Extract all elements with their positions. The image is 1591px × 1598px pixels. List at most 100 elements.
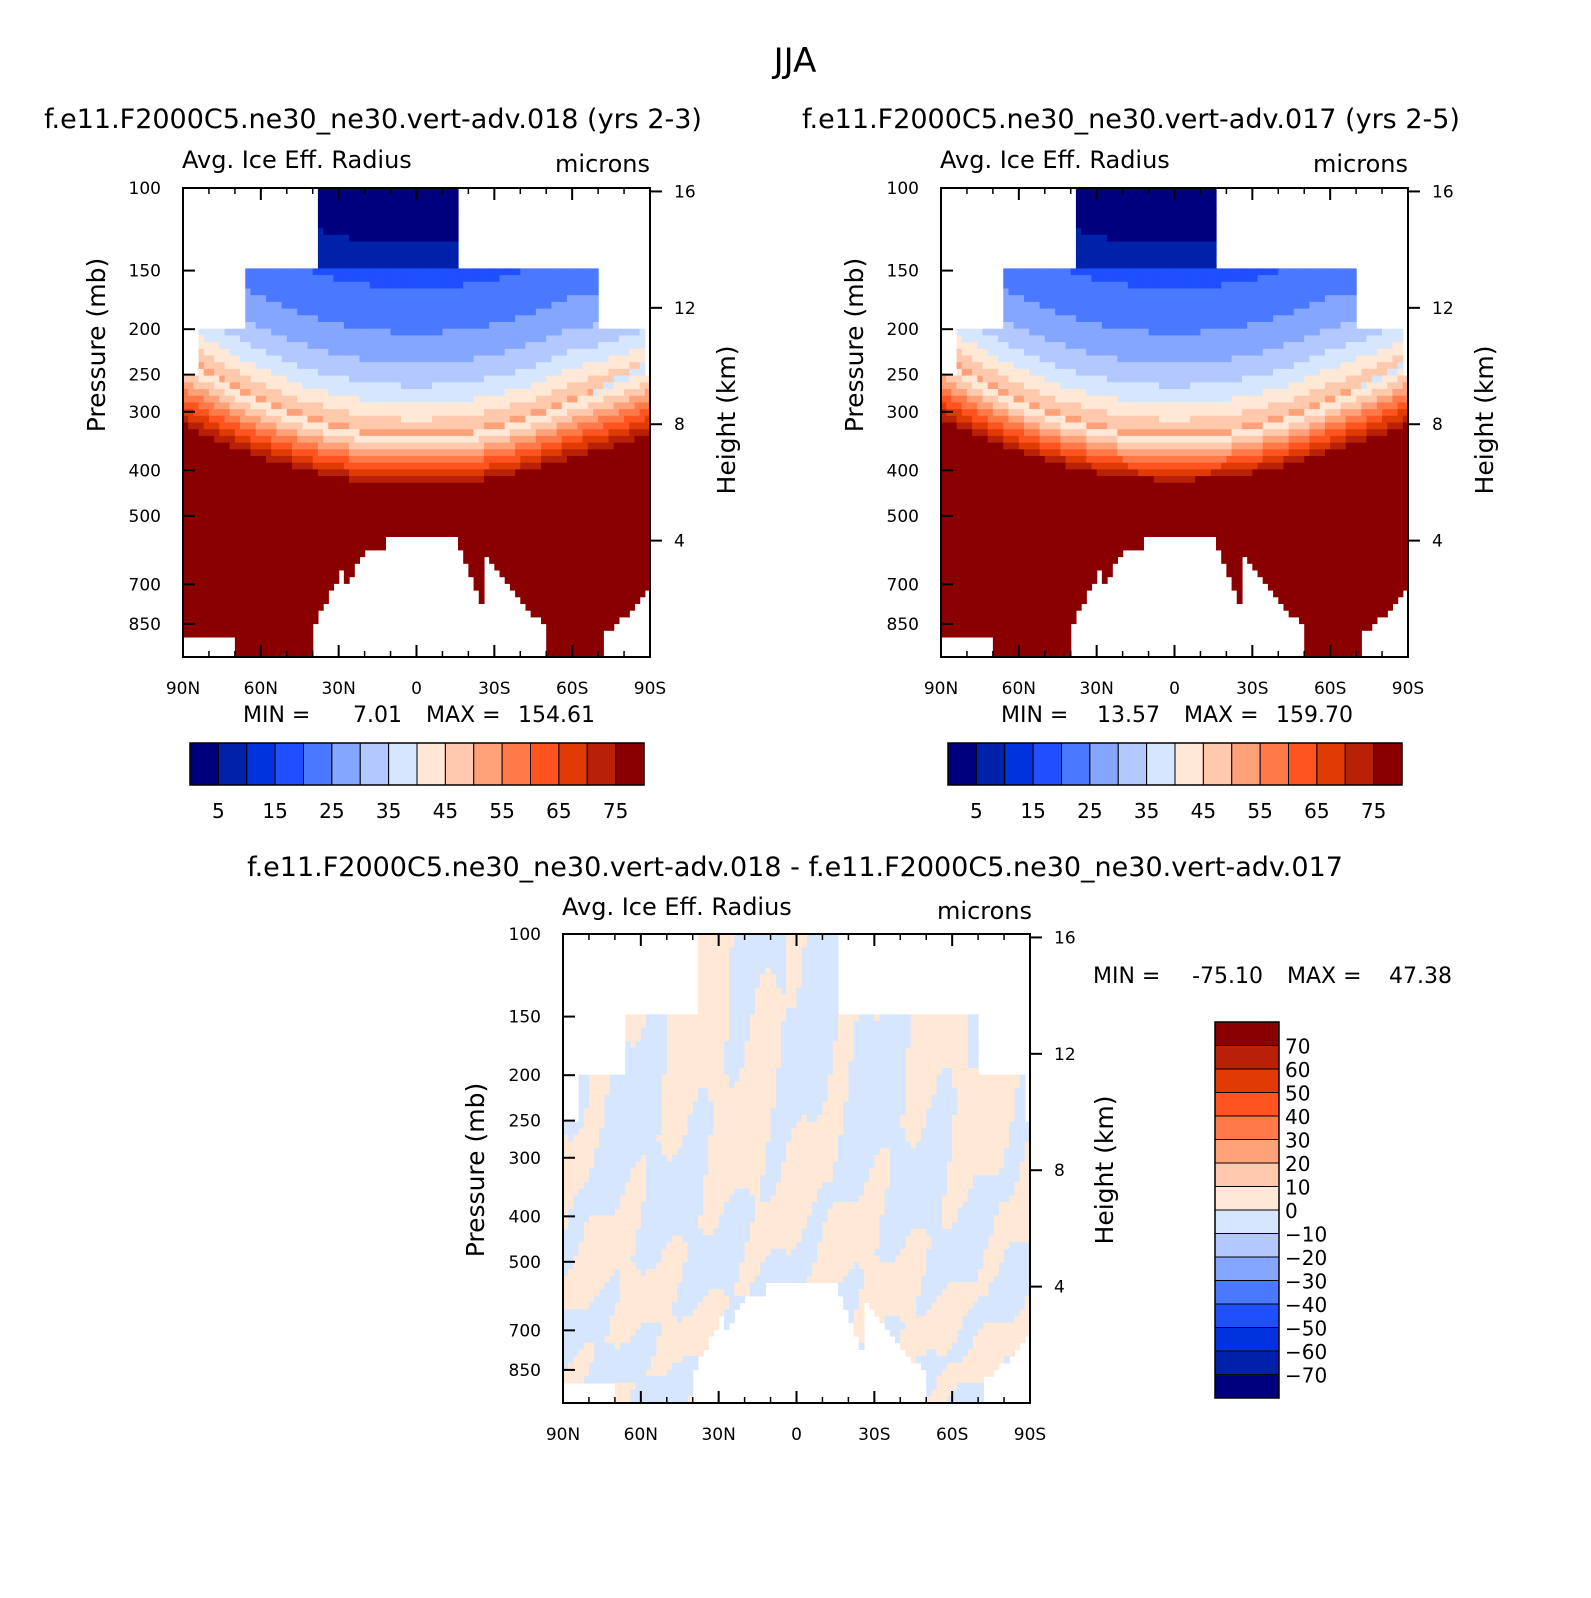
- field-cell: [474, 409, 480, 416]
- field-cell: [225, 624, 231, 631]
- field-cell: [287, 550, 293, 557]
- field-cell: [297, 630, 303, 637]
- field-cell: [256, 630, 262, 637]
- field-cell: [282, 295, 288, 302]
- field-cell: [250, 389, 256, 396]
- field-cell: [562, 597, 568, 604]
- field-cell: [292, 389, 298, 396]
- field-cell: [468, 496, 474, 503]
- field-cell: [339, 309, 345, 316]
- field-cell: [276, 376, 282, 383]
- field-cell: [572, 516, 578, 523]
- field-cell: [546, 309, 552, 316]
- field-cell: [442, 349, 448, 356]
- field-cell: [1164, 242, 1170, 249]
- field-cell: [583, 550, 589, 557]
- field-cell: [603, 496, 609, 503]
- field-cell: [541, 315, 547, 322]
- field-cell: [515, 530, 521, 537]
- field-cell: [323, 289, 329, 296]
- field-cell: [489, 550, 495, 557]
- field-cell: [593, 550, 599, 557]
- field-cell: [292, 624, 298, 631]
- field-cell: [245, 469, 251, 476]
- field-cell: [323, 309, 329, 316]
- field-cell: [598, 356, 604, 363]
- field-cell: [541, 275, 547, 282]
- field-cell: [551, 510, 557, 517]
- field-cell: [297, 583, 303, 590]
- field-cell: [250, 597, 256, 604]
- field-cell: [515, 590, 521, 597]
- field-cell: [323, 248, 329, 255]
- field-cell: [308, 329, 314, 336]
- field-cell: [328, 429, 334, 436]
- field-cell: [515, 543, 521, 550]
- field-cell: [230, 617, 236, 624]
- field-cell: [474, 342, 480, 349]
- field-cell: [541, 490, 547, 497]
- field-cell: [458, 295, 464, 302]
- field-cell: [551, 342, 557, 349]
- field-cell: [567, 476, 573, 483]
- field-cell: [230, 382, 236, 389]
- field-cell: [302, 516, 308, 523]
- field-cell: [634, 483, 640, 490]
- field-cell: [292, 557, 298, 564]
- field-cell: [489, 503, 495, 510]
- field-cell: [551, 469, 557, 476]
- field-cell: [583, 282, 589, 289]
- field-cell: [292, 483, 298, 490]
- field-cell: [328, 369, 334, 376]
- field-cell: [411, 242, 417, 249]
- field-cell: [531, 295, 537, 302]
- field-cell: [463, 476, 469, 483]
- field-cell: [385, 349, 391, 356]
- field-cell: [520, 597, 526, 604]
- field-cell: [520, 275, 526, 282]
- field-cell: [308, 510, 314, 517]
- field-cell: [1190, 228, 1196, 235]
- field-cell: [468, 490, 474, 497]
- field-cell: [308, 543, 314, 550]
- field-cell: [333, 248, 339, 255]
- field-cell: [520, 503, 526, 510]
- field-cell: [333, 389, 339, 396]
- field-cell: [302, 409, 308, 416]
- field-cell: [583, 376, 589, 383]
- field-cell: [292, 503, 298, 510]
- field-cell: [406, 362, 412, 369]
- field-cell: [463, 382, 469, 389]
- field-cell: [245, 416, 251, 423]
- field-cell: [339, 523, 345, 530]
- field-cell: [489, 382, 495, 389]
- field-cell: [250, 456, 256, 463]
- field-cell: [333, 483, 339, 490]
- field-cell: [349, 188, 355, 195]
- field-cell: [271, 597, 277, 604]
- field-cell: [603, 476, 609, 483]
- field-cell: [235, 644, 241, 651]
- field-cell: [572, 369, 578, 376]
- field-cell: [214, 630, 220, 637]
- field-cell: [209, 630, 215, 637]
- field-cell: [323, 282, 329, 289]
- field-cell: [541, 309, 547, 316]
- y-tick-label: 150: [129, 262, 161, 282]
- field-cell: [1081, 188, 1087, 195]
- field-cell: [339, 557, 345, 564]
- field-cell: [359, 463, 365, 470]
- field-cell: [531, 342, 537, 349]
- field-cell: [541, 590, 547, 597]
- field-cell: [531, 597, 537, 604]
- field-cell: [365, 335, 371, 342]
- field-cell: [380, 463, 386, 470]
- field-cell: [437, 463, 443, 470]
- field-cell: [608, 516, 614, 523]
- field-cell: [256, 315, 262, 322]
- field-cell: [380, 242, 386, 249]
- field-cell: [417, 362, 423, 369]
- field-cell: [453, 449, 459, 456]
- field-cell: [256, 268, 262, 275]
